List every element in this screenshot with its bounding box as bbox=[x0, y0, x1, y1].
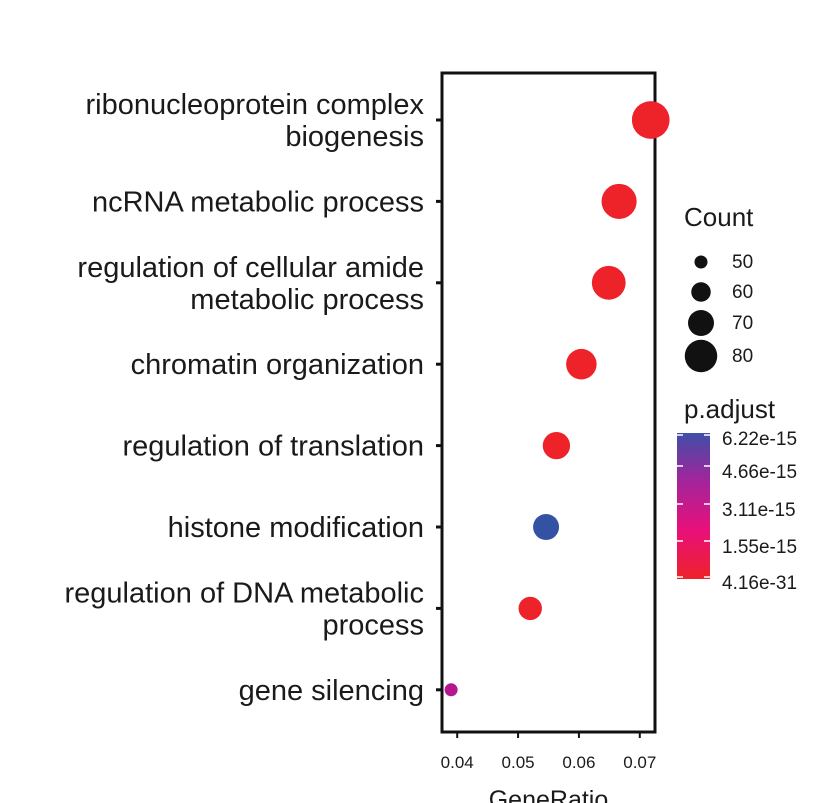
category-label: regulation of translation bbox=[123, 431, 424, 463]
legend-p-adjust-label: 3.11e-15 bbox=[722, 500, 796, 521]
data-point bbox=[601, 183, 637, 219]
legend-p-adjust-label: 4.16e-31 bbox=[722, 573, 797, 594]
data-point bbox=[518, 596, 542, 621]
x-tick-label: 0.05 bbox=[502, 753, 535, 772]
x-axis: 0.04 0.05 0.06 0.07 bbox=[441, 732, 656, 772]
category-label: process bbox=[322, 609, 424, 641]
legend-count-label: 60 bbox=[732, 282, 753, 303]
legend-count: Count 50 60 70 80 bbox=[684, 202, 754, 373]
plot-panel-border bbox=[440, 71, 657, 734]
legend-colorbar bbox=[677, 433, 710, 579]
legend-count-label: 70 bbox=[732, 313, 753, 334]
data-point bbox=[444, 683, 458, 697]
legend-count-label: 50 bbox=[732, 252, 753, 273]
x-axis-title: GeneRatio bbox=[489, 786, 609, 803]
data-point bbox=[542, 431, 571, 460]
data-point bbox=[533, 514, 560, 540]
data-point bbox=[591, 265, 626, 300]
legend-count-dot bbox=[694, 255, 708, 269]
legend-count-title: Count bbox=[684, 202, 754, 232]
category-label: metabolic process bbox=[190, 284, 424, 316]
category-label: histone modification bbox=[168, 512, 424, 544]
data-point bbox=[566, 348, 597, 380]
category-label: ncRNA metabolic process bbox=[92, 186, 424, 218]
data-points bbox=[444, 101, 670, 697]
y-axis-ticks bbox=[436, 118, 442, 692]
category-label: biogenesis bbox=[285, 121, 424, 153]
legend-count-label: 80 bbox=[732, 346, 753, 367]
category-label: gene silencing bbox=[239, 675, 424, 707]
legend-count-dot bbox=[688, 310, 714, 336]
legend-count-dot bbox=[691, 282, 711, 302]
x-tick-label: 0.06 bbox=[562, 753, 595, 772]
legend-p-adjust-label: 1.55e-15 bbox=[722, 537, 797, 558]
legend-p-adjust: p.adjust 6.22e-15 4.66e-15 3.11e-15 1.55e-15… bbox=[677, 394, 797, 594]
category-label: ribonucleoprotein complex bbox=[85, 89, 424, 121]
x-tick-label: 0.04 bbox=[441, 753, 474, 772]
legend-p-adjust-title: p.adjust bbox=[684, 394, 776, 424]
category-label: regulation of cellular amide bbox=[77, 252, 424, 284]
legend-p-adjust-label: 4.66e-15 bbox=[722, 462, 797, 483]
category-label: chromatin organization bbox=[131, 349, 424, 381]
category-label: regulation of DNA metabolic bbox=[65, 577, 424, 609]
legend-count-dot bbox=[684, 339, 718, 373]
data-point bbox=[631, 101, 670, 139]
x-tick-label: 0.07 bbox=[623, 753, 656, 772]
legend-p-adjust-label: 6.22e-15 bbox=[722, 429, 797, 450]
